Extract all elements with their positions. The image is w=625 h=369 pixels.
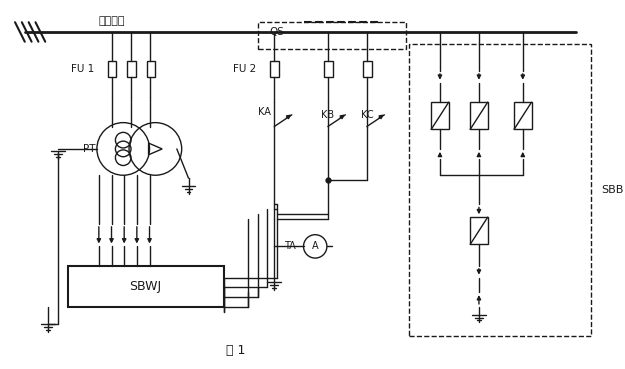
Text: KA: KA: [259, 107, 271, 117]
Bar: [127, 61, 136, 77]
Text: SBB: SBB: [601, 185, 623, 195]
Text: TA: TA: [284, 241, 296, 251]
Text: KC: KC: [361, 110, 373, 120]
Text: 系统母线: 系统母线: [99, 16, 126, 26]
Text: 图 1: 图 1: [226, 344, 245, 357]
Bar: [470, 102, 488, 130]
Text: QS: QS: [269, 27, 284, 37]
Bar: [68, 266, 224, 307]
Bar: [514, 102, 531, 130]
Text: KB: KB: [321, 110, 334, 120]
Text: FU 1: FU 1: [71, 64, 94, 74]
Text: FU 2: FU 2: [234, 64, 257, 74]
Bar: [470, 217, 488, 244]
Bar: [147, 61, 156, 77]
Bar: [271, 61, 279, 77]
Bar: [363, 61, 372, 77]
Text: SBWJ: SBWJ: [129, 280, 162, 293]
Bar: [107, 61, 116, 77]
Bar: [258, 22, 406, 49]
Bar: [324, 61, 332, 77]
Text: A: A: [312, 241, 319, 251]
Bar: [409, 44, 591, 336]
Bar: [431, 102, 449, 130]
Text: PT: PT: [83, 144, 96, 154]
